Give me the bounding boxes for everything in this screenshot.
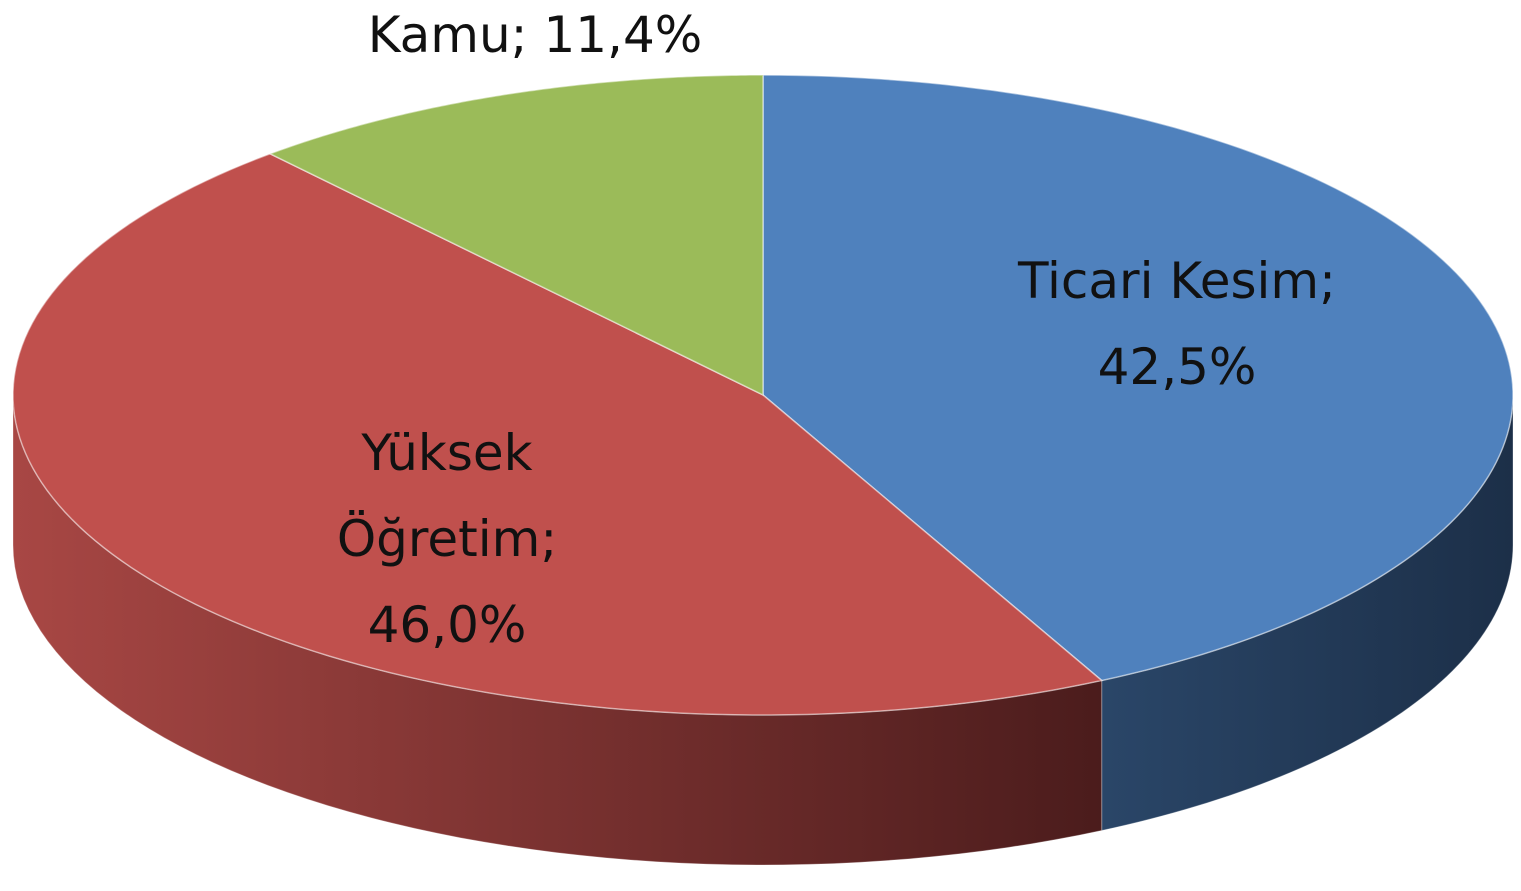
- label-separator: ;: [540, 510, 558, 568]
- data-label: Yüksek Öğretim; 46,0%: [297, 410, 597, 668]
- data-label: Ticari Kesim; 42,5%: [967, 238, 1387, 410]
- label-separator: ;: [510, 6, 528, 64]
- slice: [268, 74, 764, 397]
- data-label: Kamu; 11,4%: [235, 0, 835, 78]
- label-category: Yüksek Öğretim: [336, 424, 541, 568]
- slice: [12, 152, 1104, 716]
- slice: [762, 74, 1514, 682]
- label-category: Ticari Kesim: [1018, 252, 1320, 310]
- label-value: 11,4%: [543, 6, 703, 64]
- label-category: Kamu: [367, 6, 511, 64]
- label-separator: ;: [1319, 252, 1336, 310]
- label-value: 46,0%: [367, 596, 527, 654]
- label-value: 42,5%: [1097, 338, 1257, 396]
